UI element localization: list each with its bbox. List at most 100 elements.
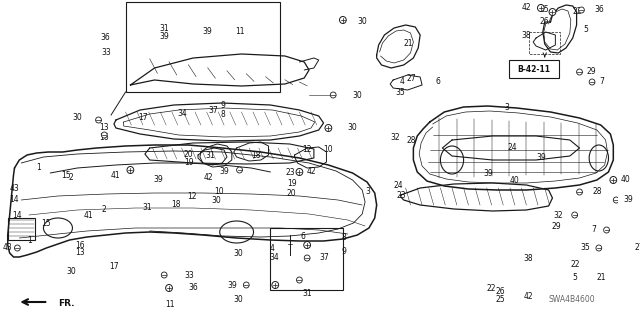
- Text: 42: 42: [522, 4, 531, 12]
- Circle shape: [127, 167, 134, 174]
- Text: 42: 42: [306, 167, 316, 176]
- Text: 36: 36: [594, 5, 604, 14]
- Text: 39: 39: [202, 27, 212, 36]
- Text: 37: 37: [209, 106, 218, 115]
- Text: 39: 39: [219, 167, 229, 176]
- Text: 17: 17: [138, 114, 148, 122]
- Text: 11: 11: [165, 300, 175, 309]
- Text: 31: 31: [302, 288, 312, 298]
- Text: 17: 17: [109, 262, 119, 271]
- Text: 43: 43: [10, 184, 19, 193]
- Text: 27: 27: [406, 74, 416, 83]
- Text: 30: 30: [211, 197, 221, 205]
- Text: 19: 19: [184, 158, 193, 167]
- Text: 2: 2: [68, 173, 74, 182]
- Text: 1: 1: [28, 236, 32, 245]
- Text: 30: 30: [353, 91, 362, 100]
- Text: 28: 28: [406, 136, 416, 145]
- Circle shape: [15, 245, 20, 251]
- Text: 40: 40: [621, 175, 631, 184]
- Circle shape: [549, 9, 556, 16]
- Text: 4: 4: [269, 244, 275, 253]
- Text: 27: 27: [635, 243, 640, 253]
- Circle shape: [330, 92, 336, 98]
- Text: 7: 7: [591, 225, 596, 234]
- Text: 33: 33: [184, 271, 194, 279]
- Text: 2: 2: [102, 205, 107, 214]
- Text: 10: 10: [214, 187, 224, 196]
- Text: 30: 30: [72, 114, 82, 122]
- Text: FR.: FR.: [58, 299, 74, 308]
- Text: 42: 42: [524, 292, 533, 301]
- Text: 39: 39: [623, 196, 633, 204]
- Text: 39: 39: [536, 153, 546, 162]
- Text: 22: 22: [486, 284, 496, 293]
- Text: 4: 4: [399, 78, 404, 86]
- Circle shape: [272, 281, 278, 288]
- Circle shape: [596, 245, 602, 251]
- Circle shape: [243, 282, 249, 288]
- Circle shape: [304, 255, 310, 261]
- Text: 6: 6: [435, 78, 440, 86]
- Text: 6: 6: [300, 232, 305, 241]
- Circle shape: [589, 79, 595, 85]
- Text: 42: 42: [204, 173, 213, 182]
- Text: 22: 22: [573, 8, 582, 17]
- Text: 32: 32: [391, 133, 401, 142]
- Text: 1: 1: [36, 164, 41, 173]
- Text: 35: 35: [580, 243, 590, 253]
- Text: 14: 14: [13, 211, 22, 219]
- Text: 39: 39: [159, 32, 169, 41]
- Text: 29: 29: [586, 68, 596, 77]
- Text: 15: 15: [61, 170, 70, 180]
- Text: 20: 20: [287, 189, 296, 198]
- Text: 30: 30: [66, 267, 76, 276]
- Text: 5: 5: [584, 26, 589, 34]
- Text: 39: 39: [483, 169, 493, 178]
- Text: 43: 43: [3, 243, 13, 253]
- Circle shape: [538, 4, 544, 11]
- Text: 22: 22: [570, 260, 580, 269]
- Text: 21: 21: [596, 273, 605, 283]
- Text: 18: 18: [172, 200, 181, 209]
- Text: 24: 24: [394, 181, 403, 189]
- Circle shape: [339, 17, 346, 24]
- Text: 13: 13: [76, 248, 85, 256]
- Text: 5: 5: [572, 273, 577, 282]
- Circle shape: [237, 167, 243, 173]
- FancyBboxPatch shape: [509, 60, 559, 78]
- Text: 31: 31: [159, 24, 168, 33]
- Text: SWA4B4600: SWA4B4600: [548, 295, 595, 305]
- Text: 20: 20: [184, 150, 193, 159]
- Circle shape: [610, 176, 617, 183]
- Text: 8: 8: [220, 110, 225, 119]
- Text: 3: 3: [365, 187, 370, 196]
- Text: 16: 16: [99, 133, 109, 143]
- Text: 30: 30: [357, 18, 367, 26]
- Text: 8: 8: [342, 234, 346, 242]
- Text: 26: 26: [496, 287, 506, 296]
- Text: 3: 3: [504, 103, 509, 113]
- Text: 36: 36: [100, 33, 110, 42]
- Text: 38: 38: [524, 254, 533, 263]
- Text: 39: 39: [154, 175, 163, 184]
- Text: 41: 41: [84, 211, 93, 220]
- Text: 29: 29: [552, 222, 561, 231]
- Text: B-42-11: B-42-11: [518, 64, 550, 73]
- Text: 21: 21: [403, 39, 413, 48]
- Circle shape: [613, 197, 619, 203]
- Circle shape: [577, 69, 582, 75]
- Text: 34: 34: [177, 109, 188, 118]
- Circle shape: [572, 212, 577, 218]
- Text: 36: 36: [188, 284, 198, 293]
- Text: 10: 10: [324, 145, 333, 154]
- Circle shape: [296, 168, 303, 175]
- Text: 25: 25: [496, 295, 506, 304]
- Text: 30: 30: [348, 123, 357, 132]
- Text: 9: 9: [220, 101, 225, 110]
- FancyBboxPatch shape: [8, 218, 35, 240]
- Text: 41: 41: [111, 172, 121, 181]
- Circle shape: [304, 241, 310, 249]
- Text: 18: 18: [251, 151, 260, 160]
- Circle shape: [325, 124, 332, 131]
